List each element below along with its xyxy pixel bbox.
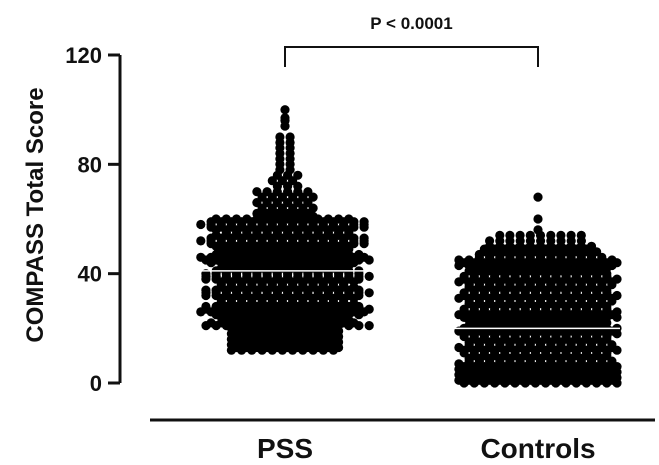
data-point <box>318 345 328 355</box>
data-point <box>510 378 520 388</box>
median-lines <box>195 270 620 330</box>
data-point <box>344 321 354 331</box>
data-point <box>364 255 374 265</box>
data-point <box>267 345 277 355</box>
p-value-label: P < 0.0001 <box>370 14 452 33</box>
data-point <box>364 271 374 281</box>
data-point <box>561 378 571 388</box>
y-tick-label: 0 <box>90 371 102 396</box>
data-point <box>288 345 298 355</box>
x-axis: PSS Controls <box>150 418 655 464</box>
data-point <box>592 378 602 388</box>
data-point <box>490 378 500 388</box>
data-point <box>469 378 479 388</box>
y-axis-title: COMPASS Total Score <box>22 87 49 342</box>
x-category-label: Controls <box>480 433 595 464</box>
data-point <box>500 378 510 388</box>
data-point <box>280 105 290 115</box>
data-point <box>280 121 290 131</box>
data-point <box>354 321 364 331</box>
data-point <box>257 345 267 355</box>
data-point <box>201 274 211 284</box>
data-point <box>612 378 622 388</box>
significance-bracket: P < 0.0001 <box>284 14 539 67</box>
data-point <box>602 378 612 388</box>
y-tick-label: 80 <box>78 152 102 177</box>
data-point <box>612 345 622 355</box>
data-point <box>211 321 221 331</box>
data-point <box>479 378 489 388</box>
data-point <box>454 277 464 287</box>
data-point <box>201 321 211 331</box>
data-point <box>328 345 338 355</box>
data-point <box>530 378 541 388</box>
data-point <box>298 345 308 355</box>
data-point <box>364 321 374 331</box>
data-point <box>196 236 206 246</box>
data-point <box>454 260 464 271</box>
x-category-label: PSS <box>257 433 313 464</box>
data-point <box>247 345 257 355</box>
data-point <box>196 219 206 230</box>
y-tick-label: 120 <box>65 43 102 68</box>
data-point <box>533 192 543 202</box>
data-point <box>277 345 287 355</box>
data-point <box>551 378 561 388</box>
data-point <box>581 378 592 388</box>
data-point <box>226 345 236 355</box>
data-point <box>612 312 622 322</box>
data-point <box>520 378 530 388</box>
data-point <box>612 329 622 339</box>
y-axis: 0 40 80 120 <box>65 43 122 396</box>
data-point <box>459 378 469 388</box>
data-point <box>364 288 374 298</box>
data-point <box>308 345 318 355</box>
y-tick-label: 40 <box>78 262 102 287</box>
data-point <box>571 378 581 388</box>
data-point <box>533 214 543 224</box>
data-point <box>541 378 551 388</box>
data-point <box>206 258 216 268</box>
data-points <box>196 105 622 388</box>
data-point <box>196 307 206 317</box>
data-point <box>359 239 369 249</box>
data-point <box>237 345 247 355</box>
data-point <box>354 310 364 320</box>
data-point <box>359 222 369 232</box>
data-point <box>201 290 211 301</box>
data-point <box>454 293 464 303</box>
bracket-line <box>284 46 539 67</box>
